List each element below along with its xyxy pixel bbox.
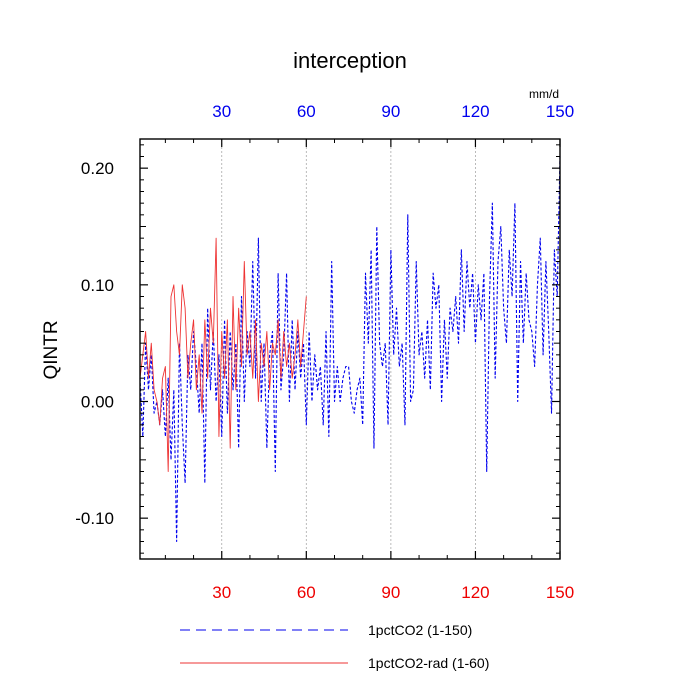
y-tick-label: 0.10	[81, 276, 114, 295]
legend-label-series-2: 1pctCO2-rad (1-60)	[368, 655, 489, 671]
x-tick-label-top: 60	[297, 102, 316, 121]
x-tick-label-top: 120	[461, 102, 489, 121]
series-line-1	[139, 156, 561, 543]
x-tick-label: 150	[546, 583, 574, 602]
y-tick-label: 0.00	[81, 393, 114, 412]
y-tick-label: -0.10	[75, 509, 114, 528]
y-tick-label: 0.20	[81, 159, 114, 178]
grid-lines	[221, 139, 476, 559]
x-tick-label: 120	[461, 583, 489, 602]
x-tick-label-top: 90	[381, 102, 400, 121]
series-layer	[139, 156, 561, 543]
x-tick-label-top: 150	[546, 102, 574, 121]
units-label: mm/d	[529, 87, 559, 101]
legend: 1pctCO2 (1-150) 1pctCO2-rad (1-60)	[180, 622, 489, 671]
y-axis-label: QINTR	[41, 320, 62, 379]
axes: 30 30 60 60 90 90 120 120 150 150 -0.10 0.00 0.10 0.2…	[75, 102, 574, 602]
x-tick-label-top: 30	[212, 102, 231, 121]
x-tick-label: 90	[381, 583, 400, 602]
x-tick-label: 60	[297, 583, 316, 602]
x-tick-label: 30	[212, 583, 231, 602]
series-line-2	[139, 237, 307, 472]
plot-frame	[139, 138, 561, 560]
legend-label-series-1: 1pctCO2 (1-150)	[368, 622, 472, 638]
chart-title: interception	[293, 48, 407, 73]
